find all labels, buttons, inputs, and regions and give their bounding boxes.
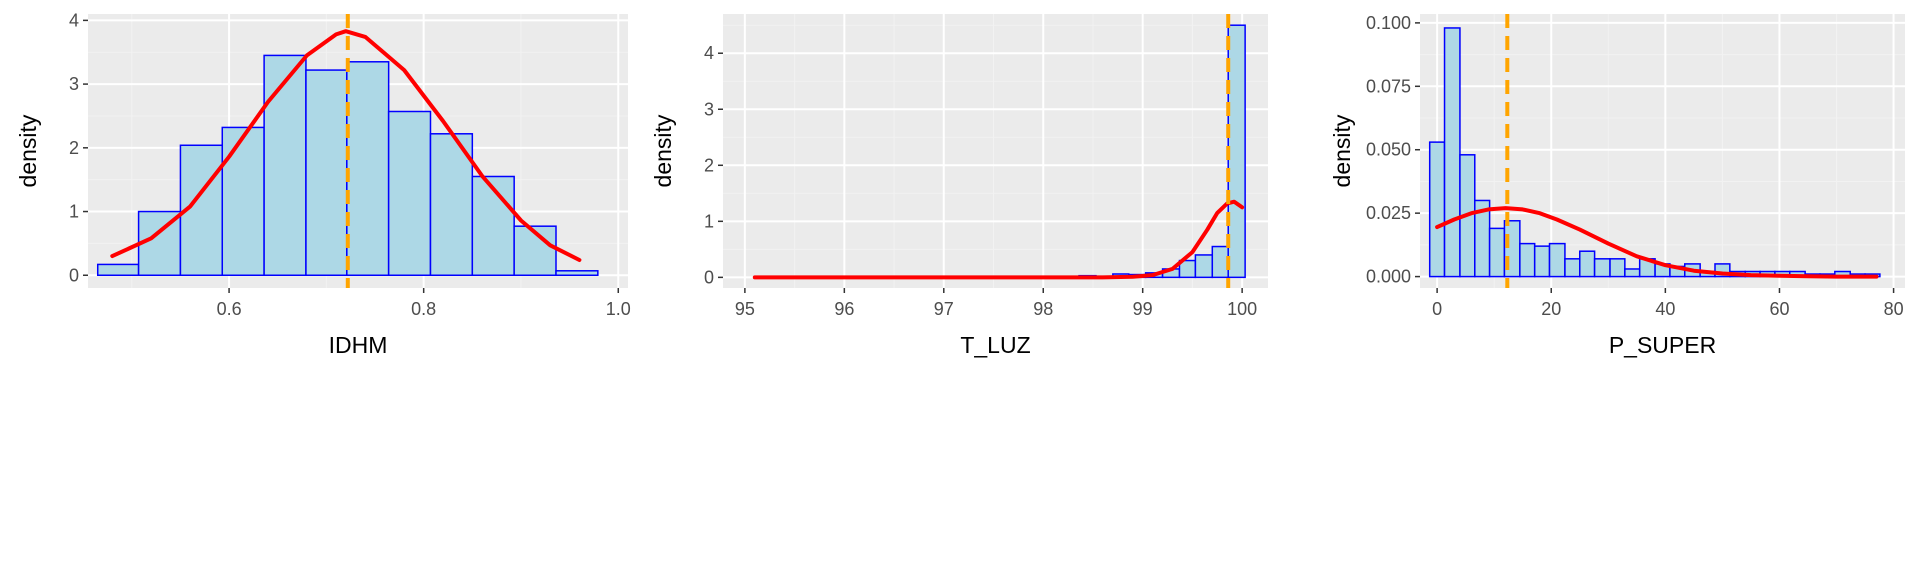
histogram-bar	[1488, 227, 1506, 278]
x-tick-label: 80	[1884, 299, 1904, 319]
x-tick-label: 96	[834, 299, 854, 319]
y-tick-label: 3	[69, 74, 79, 94]
histogram-bar	[1519, 242, 1536, 278]
histogram-bar	[221, 126, 265, 277]
x-tick-label: 95	[735, 299, 755, 319]
histogram-bar	[471, 175, 515, 277]
histogram-bar	[1194, 254, 1214, 279]
x-tick-label: 98	[1033, 299, 1053, 319]
histogram-bar	[1533, 245, 1551, 278]
x-tick-label: 1.0	[606, 299, 631, 319]
histogram-bar	[346, 61, 390, 277]
panel-background	[723, 14, 1268, 288]
histogram-bar	[429, 133, 474, 277]
chart-panel-p-super: 0 20 40 60 80 0.000 0.025 0.050 0.075 0.100 P_SUPE…	[1329, 13, 1905, 358]
y-tick-label: 0.100	[1366, 13, 1411, 33]
y-tick-label: 2	[69, 138, 79, 158]
histogram-bar	[305, 69, 348, 277]
histogram-bar	[1593, 258, 1611, 278]
axes: 95 96 97 98 99 100 0 1 2 3 4 T_LUZ density	[650, 43, 1257, 358]
histogram-bar	[1624, 268, 1641, 278]
chart-panel-t-luz: 95 96 97 98 99 100 0 1 2 3 4 T_LUZ density	[650, 14, 1268, 358]
chart-panel-idhm: 0.6 0.8 1.0 0 1 2 3 4 IDHM density	[15, 10, 631, 358]
x-tick-label: 0	[1432, 299, 1442, 319]
y-tick-label: 0.000	[1366, 267, 1411, 287]
y-tick-label: 1	[69, 202, 79, 222]
y-tick-label: 4	[704, 43, 714, 63]
y-tick-label: 2	[704, 155, 714, 175]
y-axis-title: density	[650, 114, 676, 187]
axes: 0.6 0.8 1.0 0 1 2 3 4 IDHM density	[15, 10, 631, 358]
y-tick-label: 3	[704, 99, 714, 119]
histogram-bar	[1609, 258, 1626, 278]
x-tick-label: 100	[1227, 299, 1257, 319]
histogram-bar	[96, 263, 140, 277]
x-tick-label: 20	[1541, 299, 1561, 319]
histogram-bar	[1443, 27, 1461, 278]
x-tick-label: 99	[1133, 299, 1153, 319]
histogram-bar	[263, 54, 307, 277]
histogram-bar	[555, 270, 599, 277]
density-curve	[1435, 206, 1879, 279]
y-tick-label: 4	[69, 10, 79, 30]
x-axis-title: P_SUPER	[1609, 332, 1716, 358]
x-tick-label: 0.8	[411, 299, 436, 319]
x-tick-label: 97	[934, 299, 954, 319]
histogram-bar	[1211, 245, 1229, 279]
y-tick-label: 1	[704, 211, 714, 231]
x-tick-label: 60	[1769, 299, 1789, 319]
histogram-bar	[1564, 258, 1581, 278]
y-axis-title: density	[15, 114, 41, 187]
y-tick-label: 0.050	[1366, 140, 1411, 160]
histogram-bar	[387, 110, 432, 277]
x-axis-title: T_LUZ	[960, 332, 1030, 358]
y-tick-label: 0	[69, 265, 79, 285]
axes: 0 20 40 60 80 0.000 0.025 0.050 0.075 0.100 P_SUPE…	[1329, 13, 1904, 358]
histogram-bar	[1227, 24, 1246, 279]
y-tick-label: 0	[704, 267, 714, 287]
x-tick-label: 0.6	[217, 299, 242, 319]
histogram-bar	[1548, 242, 1566, 278]
x-axis-title: IDHM	[329, 332, 388, 358]
x-tick-label: 40	[1655, 299, 1675, 319]
y-tick-label: 0.075	[1366, 76, 1411, 96]
y-axis-title: density	[1329, 114, 1355, 187]
histogram-bar	[1428, 141, 1446, 278]
density-curve	[752, 199, 1245, 280]
histogram-bar	[1579, 250, 1596, 278]
y-tick-label: 0.025	[1366, 203, 1411, 223]
density-curve	[110, 29, 582, 262]
